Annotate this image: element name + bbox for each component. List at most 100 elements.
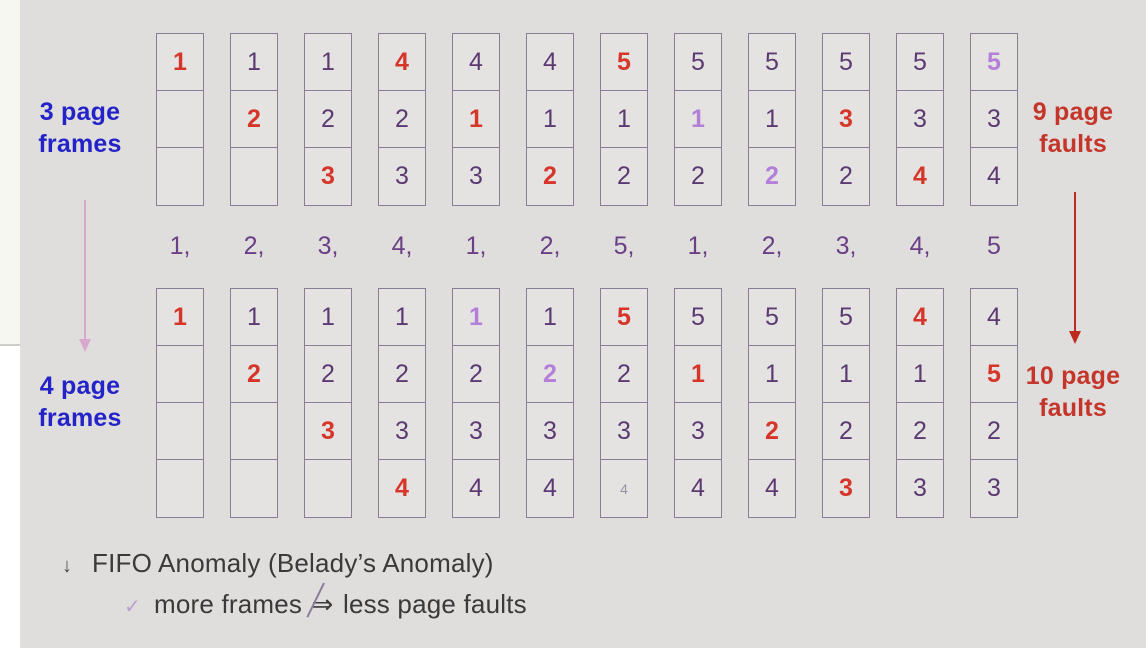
frame-cell: 5 (749, 289, 795, 346)
frame-cell: 5 (675, 34, 721, 91)
edge-strip-divider (0, 344, 20, 346)
frame-cell: 3 (823, 91, 869, 148)
reference-string-item: 2, (761, 232, 783, 260)
frame-cell: 3 (453, 403, 499, 460)
frame-cell: 2 (617, 162, 631, 190)
frame-cell: 4 (620, 480, 628, 497)
frame-cell: 4 (971, 289, 1017, 346)
arrow-head (79, 339, 91, 352)
bullet-list: ↓ FIFO Anomaly (Belady’s Anomaly) ✓ more… (62, 548, 762, 620)
frame-cell: 1 (749, 91, 795, 148)
arrow-shaft (1074, 192, 1076, 332)
frame-cell: 4 (453, 34, 499, 91)
frame-cell: 1 (157, 34, 203, 91)
frame-cell: 4 (543, 474, 557, 502)
frame-cell: 4 (765, 474, 779, 502)
edge-strip-upper (0, 0, 20, 345)
frame-cell: 3 (321, 162, 335, 190)
frame-cell: 4 (395, 474, 409, 502)
frame-cell (157, 91, 203, 148)
label-10-page-faults: 10 page faults (1025, 362, 1121, 422)
frame-cell: 1 (823, 346, 869, 403)
bullet-text: FIFO Anomaly (Belady’s Anomaly) (92, 548, 494, 578)
negated-implies-icon: ⇒ (305, 582, 336, 620)
frame-cell: 2 (823, 403, 869, 460)
bullet-more-frames: ✓ more frames ⇒ less page faults (124, 582, 762, 620)
reference-string-item: 2, (539, 232, 561, 260)
frame-cell: 5 (823, 289, 869, 346)
frame-cell: 1 (675, 346, 721, 403)
frame-cell: 5 (601, 289, 647, 346)
frame-cell: 2 (305, 91, 351, 148)
frame-cell: 5 (675, 289, 721, 346)
reference-string-item: 4, (391, 232, 413, 260)
frame-cell: 4 (469, 474, 483, 502)
frame-cell: 3 (305, 403, 351, 460)
reference-string-item: 5, (613, 232, 635, 260)
frame-cell: 5 (971, 346, 1017, 403)
frame-cell: 2 (231, 346, 277, 403)
frame-cell: 2 (527, 346, 573, 403)
reference-string-item: 3, (835, 232, 857, 260)
frame-cell: 2 (379, 91, 425, 148)
edge-strip-lower (0, 345, 20, 648)
arrow-head (1069, 331, 1081, 344)
down-arrow-faults-icon (1068, 192, 1082, 344)
frame-cell (231, 403, 277, 460)
frame-cell: 1 (157, 289, 203, 346)
frame-column: 1 (156, 288, 204, 518)
frame-cell: 2 (231, 91, 277, 148)
bullet-text-after: less page faults (335, 589, 527, 619)
reference-string-item: 5 (987, 232, 1001, 260)
bullet-text-before: more frames (154, 589, 310, 619)
frame-cell (305, 460, 351, 517)
frame-cell: 3 (839, 474, 853, 502)
frame-cell: 2 (749, 403, 795, 460)
frame-cell: 3 (379, 403, 425, 460)
frame-cell (157, 148, 203, 205)
frame-cell: 5 (897, 34, 943, 91)
frame-cell: 1 (527, 289, 573, 346)
frame-cell: 1 (231, 289, 277, 346)
frame-cell: 2 (839, 162, 853, 190)
frame-cell: 4 (691, 474, 705, 502)
label-9-page-faults: 9 page faults (1032, 98, 1114, 158)
frame-cell: 2 (897, 403, 943, 460)
frame-cell: 3 (971, 91, 1017, 148)
frame-cell (231, 460, 277, 517)
arrow-bullet-icon: ↓ (62, 555, 73, 577)
frame-cell: 2 (601, 346, 647, 403)
frame-cell: 4 (527, 34, 573, 91)
frame-cell: 5 (971, 34, 1017, 91)
label-4-page-frames: 4 page frames (38, 372, 122, 432)
reference-string-item: 1, (687, 232, 709, 260)
bullet-fifo-anomaly: ↓ FIFO Anomaly (Belady’s Anomaly) (62, 548, 762, 579)
frame-cell: 5 (823, 34, 869, 91)
frame-cell: 3 (395, 162, 409, 190)
frame-cell: 4 (913, 162, 927, 190)
slide-edge-strip (0, 0, 20, 648)
reference-string-item: 2, (243, 232, 265, 260)
frame-cell (231, 148, 277, 205)
frame-cell: 1 (453, 91, 499, 148)
check-bullet-icon: ✓ (124, 596, 141, 618)
frame-cell: 2 (379, 346, 425, 403)
